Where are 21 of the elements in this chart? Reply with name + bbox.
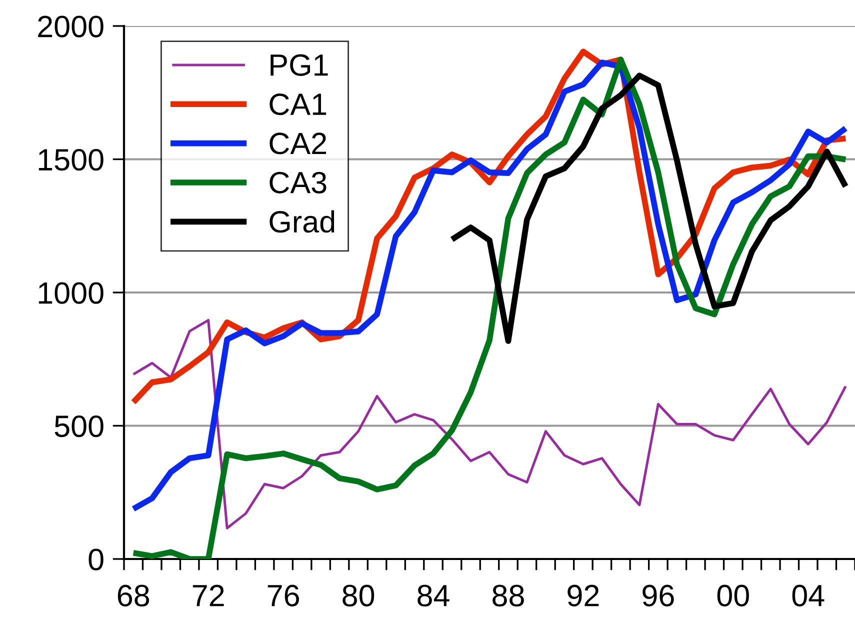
y-tick-label: 500 xyxy=(54,415,104,438)
y-tick-label: 1500 xyxy=(38,148,104,171)
line-series xyxy=(132,318,847,530)
x-tick-label: 88 xyxy=(492,584,524,606)
legend-label: PG1 xyxy=(270,54,328,76)
y-tick-label: 2000 xyxy=(38,16,104,38)
legend-label: CA3 xyxy=(270,172,326,194)
x-tick-label: 92 xyxy=(568,584,599,606)
x-tick-label: 04 xyxy=(792,584,824,606)
legend-label: CA1 xyxy=(270,93,326,116)
x-tick-label: 84 xyxy=(418,584,450,606)
x-tick-label: 68 xyxy=(118,584,150,606)
x-tick-label: 76 xyxy=(268,584,299,606)
x-tick-label: 80 xyxy=(342,584,374,606)
x-tick-label: 00 xyxy=(717,584,749,606)
legend-label: CA2 xyxy=(270,132,326,154)
legend-label: Grad xyxy=(270,210,334,233)
x-tick-label: 72 xyxy=(192,584,224,606)
y-tick-label: 0 xyxy=(88,548,104,570)
x-tick-label: 96 xyxy=(642,584,674,606)
y-tick-label: 1000 xyxy=(38,282,104,304)
